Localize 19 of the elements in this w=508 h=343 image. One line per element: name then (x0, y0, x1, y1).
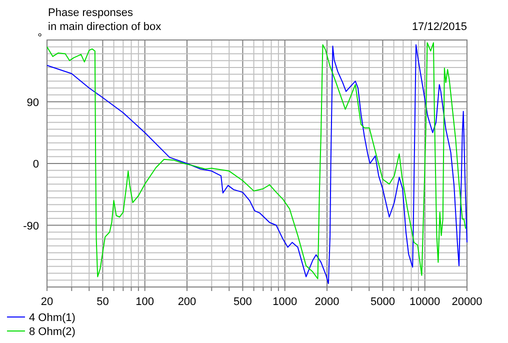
legend-label: 8 Ohm(2) (29, 326, 76, 338)
x-tick-label: 200 (178, 296, 196, 308)
x-tick-label: 20000 (452, 296, 482, 308)
y-tick-label: 90 (26, 96, 39, 109)
chart-subtitle: in main direction of box (48, 21, 162, 33)
x-tick-label: 5000 (370, 296, 395, 308)
x-tick-label: 1000 (272, 296, 298, 308)
x-tick-label: 2000 (314, 296, 340, 308)
y-tick-label: -90 (23, 220, 39, 232)
y-tick-label: 0 (32, 158, 39, 170)
x-tick-label: 10000 (410, 296, 440, 308)
chart-title: Phase responses (48, 7, 134, 19)
y-axis-title: ° (38, 32, 42, 44)
x-tick-label: 20 (40, 296, 54, 308)
x-tick-label: 50 (96, 296, 109, 308)
x-tick-label: 100 (136, 296, 154, 308)
legend-label: 4 Ohm(1) (29, 312, 76, 324)
text: 17/12/2015 (412, 21, 467, 33)
x-tick-label: 500 (234, 296, 252, 308)
